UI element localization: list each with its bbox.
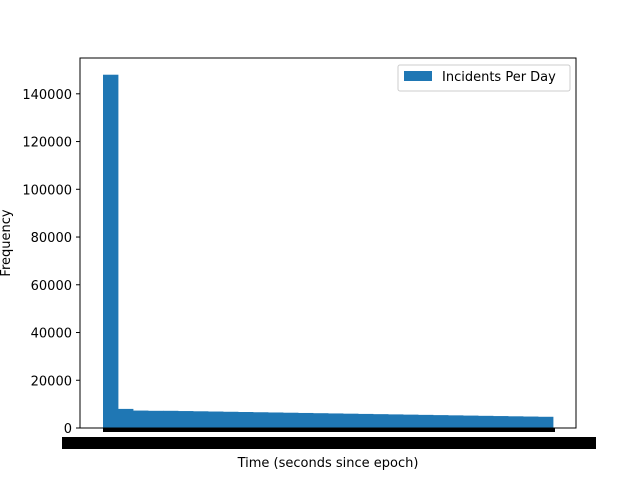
histogram-bar bbox=[313, 413, 329, 428]
y-tick-label: 100000 bbox=[22, 183, 72, 198]
y-axis-ticks: 0 20000 40000 60000 80000 100000 120000 140000 bbox=[22, 88, 80, 437]
y-tick-label: 140000 bbox=[22, 88, 72, 103]
histogram-bar bbox=[118, 408, 134, 428]
legend-box bbox=[397, 64, 571, 92]
histogram-bar bbox=[478, 415, 494, 428]
legend: Incidents Per Day bbox=[397, 64, 571, 92]
histogram-bar bbox=[193, 411, 209, 428]
histogram-bar bbox=[178, 411, 194, 428]
x-axis-ticks bbox=[62, 428, 596, 449]
y-tick-label: 20000 bbox=[31, 374, 72, 389]
histogram-bar bbox=[403, 414, 419, 428]
plot-frame bbox=[79, 57, 577, 429]
y-axis-label: Frequency bbox=[0, 209, 14, 276]
histogram-bar bbox=[253, 412, 269, 428]
histogram-bar bbox=[418, 414, 434, 428]
x-tick-labels-overlapping bbox=[62, 437, 596, 449]
histogram-bar bbox=[448, 415, 464, 428]
histogram-bar bbox=[433, 415, 449, 428]
histogram-bar bbox=[358, 413, 374, 428]
histogram-bar bbox=[463, 415, 479, 428]
histogram-bar bbox=[148, 410, 164, 428]
y-tick-label: 60000 bbox=[31, 279, 72, 294]
y-tick-label: 120000 bbox=[22, 136, 72, 151]
y-tick-label: 40000 bbox=[31, 327, 72, 342]
histogram-bar bbox=[223, 411, 239, 428]
histogram-bar bbox=[163, 410, 179, 428]
histogram-bar bbox=[388, 414, 404, 428]
histogram-bar bbox=[133, 410, 149, 428]
histogram-bar bbox=[523, 416, 539, 428]
histogram-bar bbox=[103, 74, 119, 429]
histogram-bar bbox=[373, 414, 389, 428]
histogram-bar bbox=[328, 413, 344, 428]
histogram-bar bbox=[238, 412, 254, 428]
histogram-bar bbox=[508, 416, 524, 428]
histogram-bar bbox=[298, 412, 314, 428]
x-axis-label: Time (seconds since epoch) bbox=[237, 456, 419, 471]
histogram-bar bbox=[343, 413, 359, 428]
x-tick-marks-dense bbox=[103, 428, 555, 432]
legend-entry-label: Incidents Per Day bbox=[442, 70, 556, 85]
legend-swatch bbox=[404, 71, 432, 81]
histogram-bar bbox=[268, 412, 284, 428]
y-tick-label: 0 bbox=[64, 422, 72, 437]
histogram-bars bbox=[103, 74, 554, 429]
histogram-bar bbox=[208, 411, 224, 428]
histogram-bar bbox=[283, 412, 299, 428]
histogram-bar bbox=[538, 416, 554, 428]
histogram-bar bbox=[493, 416, 509, 428]
y-tick-label: 80000 bbox=[31, 231, 72, 246]
